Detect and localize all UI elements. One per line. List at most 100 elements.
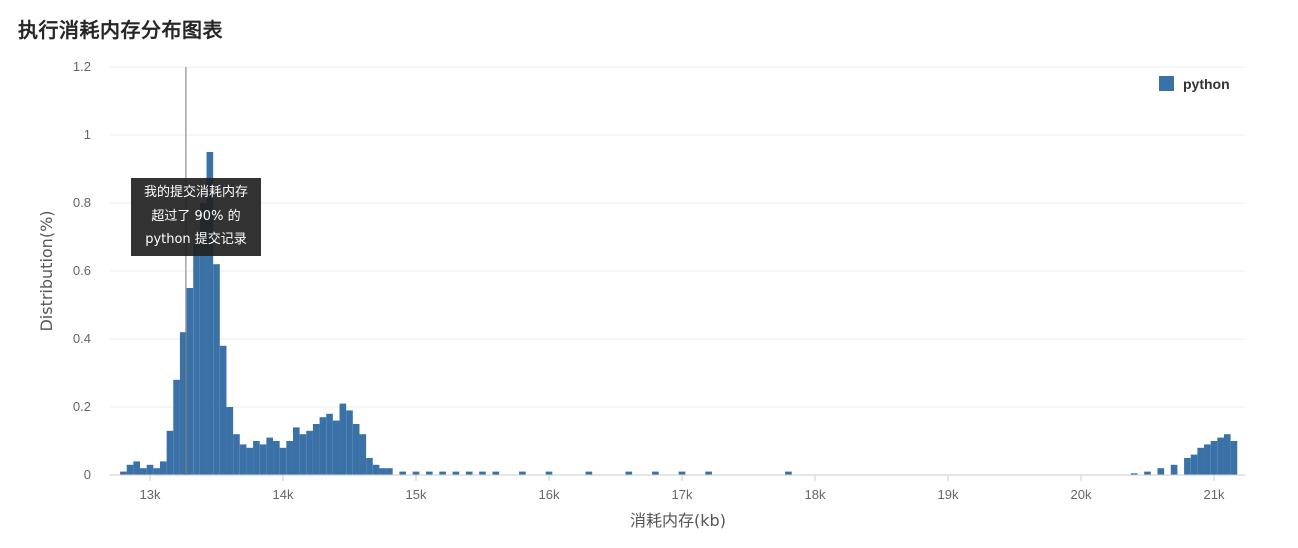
submission-tooltip: 我的提交消耗内存 超过了 90% 的 python 提交记录 (131, 178, 261, 256)
histogram-bar[interactable] (219, 345, 227, 475)
histogram-bar[interactable] (1170, 464, 1178, 475)
histogram-bar[interactable] (166, 430, 174, 475)
histogram-bar[interactable] (585, 471, 593, 475)
histogram-bar[interactable] (425, 471, 433, 475)
histogram-bar[interactable] (379, 468, 387, 475)
histogram-bars[interactable] (120, 152, 1238, 475)
histogram-bar[interactable] (126, 464, 134, 475)
histogram-bar[interactable] (159, 461, 167, 475)
histogram-bar[interactable] (1184, 458, 1191, 475)
histogram-bar[interactable] (286, 441, 293, 475)
y-axis-title: Distribution(%) (37, 210, 56, 331)
histogram-bar[interactable] (186, 288, 194, 475)
histogram-bar[interactable] (306, 430, 313, 475)
histogram-bar[interactable] (366, 458, 373, 475)
histogram-bar[interactable] (1210, 441, 1218, 475)
y-tick-label: 0.4 (73, 331, 91, 346)
histogram-bar[interactable] (1190, 454, 1198, 475)
histogram-bar[interactable] (785, 471, 792, 475)
histogram-bar[interactable] (319, 417, 327, 475)
grid-lines (110, 66, 1245, 408)
legend-item-python[interactable]: python (1159, 76, 1230, 92)
histogram-bar[interactable] (705, 471, 712, 475)
histogram-bar[interactable] (199, 203, 207, 475)
histogram-bar[interactable] (386, 468, 393, 475)
y-tick-label: 0.6 (73, 263, 91, 278)
histogram-bar[interactable] (625, 471, 633, 475)
histogram-bar[interactable] (465, 471, 473, 475)
histogram-bar[interactable] (140, 468, 147, 475)
x-tick-label: 15k (406, 487, 427, 502)
page-title: 执行消耗内存分布图表 (18, 18, 223, 42)
x-axis-title: 消耗内存(kb) (630, 511, 726, 530)
y-axis-ticks: 0 0.2 0.4 0.6 0.8 1 1.2 (73, 59, 91, 482)
histogram-bar[interactable] (193, 243, 200, 475)
legend-label: python (1183, 76, 1230, 92)
histogram-bar[interactable] (1157, 468, 1165, 475)
histogram-bar[interactable] (279, 447, 287, 475)
histogram-bar[interactable] (1223, 434, 1231, 475)
histogram-bar[interactable] (326, 413, 333, 475)
histogram-bar[interactable] (233, 434, 240, 475)
y-tick-label: 1.2 (73, 59, 91, 74)
histogram-bar[interactable] (253, 441, 260, 475)
x-tick-label: 13k (140, 487, 161, 502)
tooltip-line-2: 超过了 90% 的 (151, 208, 241, 224)
x-axis-ticks: 13k 14k 15k 16k 17k 18k 19k 20k 21k (140, 475, 1225, 502)
x-tick-label: 20k (1071, 487, 1092, 502)
y-tick-label: 0.2 (73, 399, 91, 414)
histogram-bar[interactable] (226, 407, 234, 475)
histogram-bar[interactable] (1130, 473, 1138, 475)
histogram-bar[interactable] (153, 468, 160, 475)
histogram-bar[interactable] (519, 471, 526, 475)
x-tick-label: 19k (938, 487, 959, 502)
tooltip-line-3: python 提交记录 (145, 232, 247, 247)
histogram-bar[interactable] (678, 471, 686, 475)
histogram-bar[interactable] (332, 420, 340, 475)
histogram-bar[interactable] (439, 471, 446, 475)
histogram-bar[interactable] (146, 464, 154, 475)
histogram-bar[interactable] (213, 264, 220, 475)
histogram-bar[interactable] (339, 403, 347, 475)
histogram-bar[interactable] (273, 441, 280, 475)
histogram-bar[interactable] (312, 424, 320, 475)
x-tick-label: 14k (273, 487, 294, 502)
histogram-bar[interactable] (1230, 441, 1238, 475)
tooltip-line-1: 我的提交消耗内存 (143, 185, 248, 200)
histogram-bar[interactable] (173, 379, 180, 475)
legend-swatch (1159, 76, 1174, 91)
histogram-bar[interactable] (1144, 471, 1151, 475)
histogram-bar[interactable] (359, 434, 367, 475)
histogram-bar[interactable] (479, 471, 486, 475)
histogram-bar[interactable] (1217, 437, 1224, 475)
histogram-bar[interactable] (299, 434, 307, 475)
histogram-bar[interactable] (652, 471, 659, 475)
histogram-bar[interactable] (292, 427, 300, 475)
histogram-bar[interactable] (259, 444, 267, 475)
x-tick-label: 18k (805, 487, 826, 502)
histogram-bar[interactable] (179, 332, 187, 475)
histogram-bar[interactable] (412, 471, 420, 475)
histogram-bar[interactable] (452, 471, 460, 475)
histogram-bar[interactable] (352, 424, 360, 475)
histogram-bar[interactable] (120, 471, 127, 475)
histogram-bar[interactable] (246, 447, 254, 475)
histogram-bar[interactable] (1204, 444, 1211, 475)
y-tick-label: 1 (84, 127, 91, 142)
x-tick-label: 21k (1204, 487, 1225, 502)
y-tick-label: 0 (84, 467, 91, 482)
histogram-bar[interactable] (346, 410, 353, 475)
histogram-bar[interactable] (492, 471, 500, 475)
histogram-bar[interactable] (266, 437, 274, 475)
histogram-bar[interactable] (1197, 447, 1205, 475)
x-tick-label: 17k (672, 487, 693, 502)
histogram-bar[interactable] (545, 471, 553, 475)
histogram-bar[interactable] (206, 152, 214, 475)
histogram-bar[interactable] (372, 464, 380, 475)
histogram-bar[interactable] (399, 471, 407, 475)
histogram-bar[interactable] (239, 444, 247, 475)
x-tick-label: 16k (539, 487, 560, 502)
histogram-bar[interactable] (133, 461, 141, 475)
